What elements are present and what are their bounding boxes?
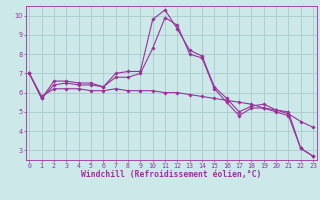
X-axis label: Windchill (Refroidissement éolien,°C): Windchill (Refroidissement éolien,°C): [81, 170, 261, 179]
